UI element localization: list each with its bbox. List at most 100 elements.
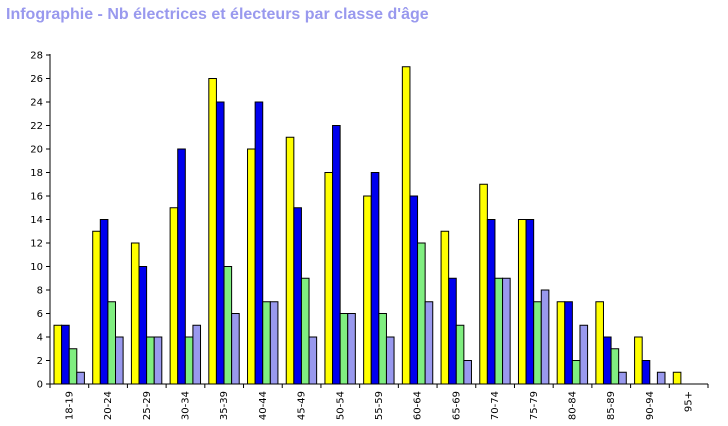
bar [424,301,434,385]
y-tick-label: 26 [30,74,43,85]
y-tick-label: 4 [37,333,43,344]
x-tick-label: 70-74 [490,391,501,420]
bar [347,313,356,385]
x-tick-label: 95+ [684,391,695,412]
bars-group [53,66,682,385]
y-tick-label: 22 [30,121,43,132]
x-tick-label: 80-84 [568,391,579,420]
bar [556,301,566,385]
bar [262,301,271,385]
bar [99,219,109,385]
y-tick-label: 24 [30,98,43,109]
x-tick-label: 65-69 [451,391,462,420]
bar [153,336,163,385]
bar [378,313,387,385]
bar [138,266,148,385]
y-tick-label: 18 [30,168,43,179]
bar [533,301,542,385]
bar [517,219,527,385]
bar [634,336,643,385]
y-tick-label: 20 [30,145,43,156]
bar [293,207,302,385]
bar [672,371,682,385]
bar [247,148,256,385]
bar [115,336,124,385]
bar [215,101,225,385]
bar [363,195,372,385]
bar [540,289,550,385]
bar [602,336,612,385]
bar [417,242,426,385]
bar [564,301,573,385]
bar [53,324,63,385]
bar [254,101,264,385]
x-tick-label: 30-34 [180,391,191,420]
bar [455,324,465,385]
y-tick-label: 6 [37,309,43,320]
bar [494,277,504,385]
y-tick-label: 10 [30,262,43,273]
bar [463,360,472,385]
bar [61,324,70,385]
bar [308,336,318,385]
bar [332,125,341,385]
bar [525,219,535,385]
x-tick-label: 75-79 [529,391,540,420]
bar [486,219,496,385]
bar [370,172,380,385]
x-tick-label: 40-44 [258,391,269,420]
bar [618,371,627,385]
bar [146,336,155,385]
bar [610,348,620,385]
y-tick-label: 16 [30,192,43,203]
y-tick-label: 14 [30,215,43,226]
bar [579,324,589,385]
bar [595,301,604,385]
y-tick-label: 0 [37,380,43,391]
y-tick-label: 2 [37,356,43,367]
bar [169,207,179,385]
bar [479,183,488,385]
bar [502,277,511,385]
bar [339,313,349,385]
x-tick-label: 20-24 [103,391,114,420]
x-tick-label: 55-59 [374,391,385,420]
bar [107,301,117,385]
bar [269,301,279,385]
bar [208,78,217,385]
x-tick-label: 85-89 [606,391,617,420]
x-tick-label: 50-54 [335,391,346,420]
y-tick-label: 12 [30,239,43,250]
bar [656,371,666,385]
bar [571,360,581,385]
x-tick-label: 25-29 [142,391,153,420]
bar [184,336,194,385]
bar [324,172,334,385]
bar [223,266,233,385]
x-tick-label: 35-39 [219,391,230,420]
bar [231,313,240,385]
bar [76,371,85,385]
bar [177,148,186,385]
bar [130,242,140,385]
bar [68,348,78,385]
bar [440,230,450,385]
bar [285,136,295,385]
x-tick-label: 90-94 [645,391,656,420]
y-tick-label: 28 [30,51,43,62]
y-tick-label: 8 [37,286,43,297]
x-tick-label: 45-49 [297,391,308,420]
x-tick-label: 18-19 [64,391,75,420]
bar [192,324,202,385]
bar [300,277,310,385]
x-tick-label: 60-64 [413,391,424,420]
bar [448,277,457,385]
bar [92,230,101,385]
chart-title: Infographie - Nb électrices et électeurs… [6,6,429,23]
bar [409,195,419,385]
bar [641,360,651,385]
bar [385,336,395,385]
bar [401,66,411,385]
